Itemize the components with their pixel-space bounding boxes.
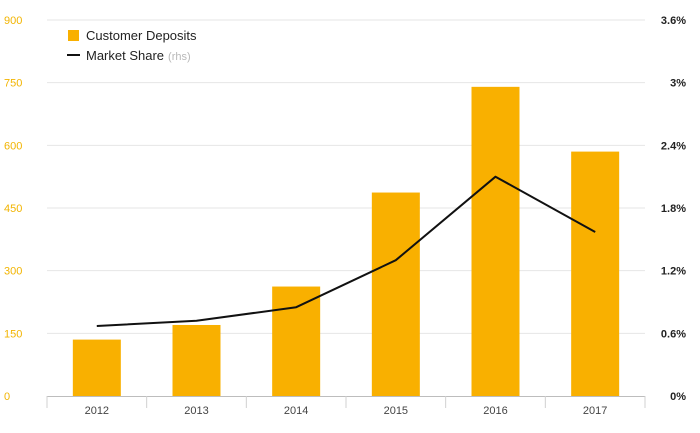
- bar: [571, 151, 620, 396]
- x-tick-label: 2012: [85, 405, 109, 417]
- y-right-tick-label: 2.4%: [661, 140, 686, 152]
- gridlines: [47, 19, 645, 334]
- y-right-tick-label: 0%: [670, 391, 686, 403]
- y-left-tick-label: 750: [4, 78, 22, 90]
- y-left-tick-label: 0: [4, 391, 10, 403]
- bar: [72, 339, 121, 396]
- legend-swatch-bar: [68, 30, 79, 41]
- legend-label-line-suffix: (rhs): [168, 51, 191, 63]
- line-series: [96, 175, 596, 327]
- y-left-tick-label: 900: [4, 15, 22, 27]
- y-right-tick-label: 1.8%: [661, 203, 686, 215]
- y-left-tick-label: 600: [4, 140, 22, 152]
- y-right-tick-label: 3.6%: [661, 15, 686, 27]
- y-right-tick-label: 1.2%: [661, 266, 686, 278]
- y-right-tick-label: 0.6%: [661, 328, 686, 340]
- x-tick-label: 2013: [184, 405, 208, 417]
- x-tick-label: 2017: [583, 405, 607, 417]
- y-left-tick-label: 300: [4, 266, 22, 278]
- bar: [471, 86, 520, 396]
- legend-label-line: Market Share (rhs): [86, 48, 191, 63]
- legend-label-line-name: Market Share: [86, 48, 164, 63]
- bar: [272, 286, 321, 396]
- y-left-tick-label: 450: [4, 203, 22, 215]
- x-tick-label: 2014: [284, 405, 308, 417]
- legend-label-bar: Customer Deposits: [86, 28, 197, 43]
- y-left-tick-label: 150: [4, 328, 22, 340]
- bar-series: [72, 86, 620, 396]
- y-right-tick-label: 3%: [670, 78, 686, 90]
- legend: Customer Deposits Market Share (rhs): [67, 28, 197, 63]
- x-tick-label: 2015: [384, 405, 408, 417]
- bar: [172, 324, 221, 396]
- bar: [371, 192, 420, 396]
- axes: 0 150 300 450 600 750 900 0% 0.6% 1.2% 1.8% 2.4% 3% 3…: [4, 15, 686, 417]
- x-tick-label: 2016: [483, 405, 507, 417]
- market-share-line: [96, 175, 596, 327]
